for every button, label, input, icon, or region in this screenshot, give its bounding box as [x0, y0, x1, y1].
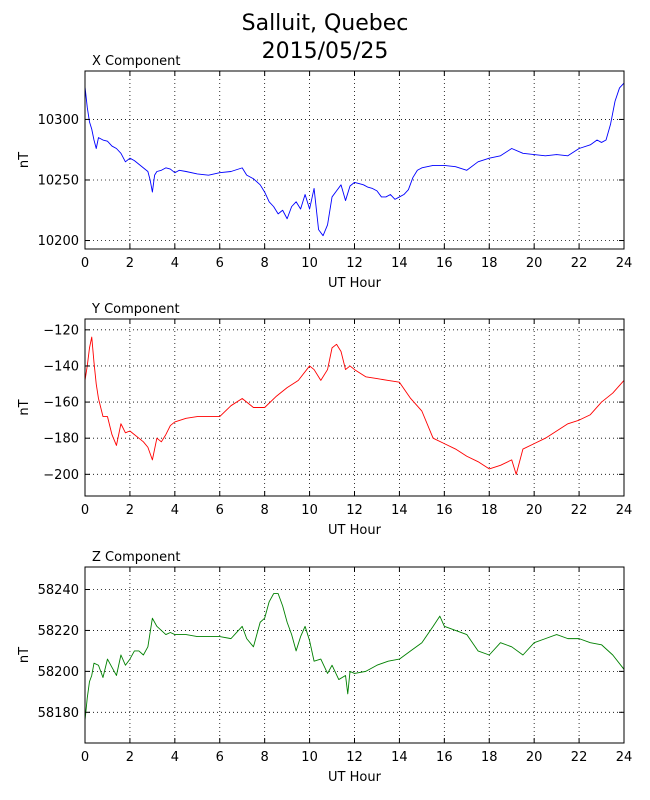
figure-title-station: Salluit, Quebec	[241, 11, 409, 36]
x-y-tick-label: 10250	[38, 173, 79, 188]
y-component-panel: 0 2 4 6 8 10 12 14 16 18 20 22 24−200−180−160−140−12…	[17, 302, 632, 538]
x-x-tick-label: 12	[346, 256, 363, 271]
y-y-tick-label: −200	[43, 468, 79, 483]
x-component-title: X Component	[92, 54, 181, 69]
z-y-tick-label: 58240	[38, 583, 79, 598]
z-x-axis-label: UT Hour	[328, 770, 382, 785]
y-x-tick-label: 8	[261, 503, 269, 518]
z-y-tick-label: 58180	[38, 706, 79, 721]
y-x-tick-label: 16	[436, 503, 453, 518]
z-y-axis-label: nT	[17, 647, 32, 663]
y-x-tick-label: 6	[216, 503, 224, 518]
x-x-tick-label: 2	[126, 256, 134, 271]
x-x-tick-label: 18	[481, 256, 498, 271]
y-x-tick-label: 2	[126, 503, 134, 518]
x-x-tick-label: 16	[436, 256, 453, 271]
z-x-tick-label: 12	[346, 750, 363, 765]
y-x-tick-label: 14	[391, 503, 408, 518]
x-x-tick-label: 4	[171, 256, 179, 271]
z-y-tick-label: 58200	[38, 665, 79, 680]
x-y-axis-label: nT	[17, 152, 32, 168]
z-x-tick-label: 24	[616, 750, 633, 765]
z-series-line	[84, 593, 625, 721]
z-x-tick-label: 22	[571, 750, 588, 765]
x-y-tick-label: 10200	[38, 234, 79, 249]
x-x-tick-label: 0	[81, 256, 89, 271]
x-x-axis-label: UT Hour	[328, 276, 382, 291]
z-component-panel: 0 2 4 6 8 10 12 14 16 18 20 22 245818058200582205824…	[17, 550, 632, 785]
y-y-tick-label: −160	[43, 396, 79, 411]
x-x-tick-label: 10	[301, 256, 318, 271]
x-x-tick-label: 22	[571, 256, 588, 271]
y-x-tick-label: 22	[571, 503, 588, 518]
figure-title: Salluit, Quebec 2015/05/25	[0, 10, 650, 66]
y-y-tick-label: −120	[43, 323, 79, 338]
y-y-tick-label: −180	[43, 432, 79, 447]
y-component-title: Y Component	[91, 302, 180, 317]
z-x-tick-label: 14	[391, 750, 408, 765]
z-x-tick-label: 10	[301, 750, 318, 765]
y-x-tick-label: 12	[346, 503, 363, 518]
x-x-tick-label: 14	[391, 256, 408, 271]
z-y-tick-label: 58220	[38, 624, 79, 639]
x-x-tick-label: 24	[616, 256, 633, 271]
x-series-line	[84, 82, 625, 237]
figure-title-date: 2015/05/25	[261, 39, 389, 64]
y-x-tick-label: 24	[616, 503, 633, 518]
z-x-tick-label: 8	[261, 750, 269, 765]
z-x-tick-label: 20	[526, 750, 543, 765]
y-y-axis-label: nT	[17, 399, 32, 415]
z-x-tick-label: 16	[436, 750, 453, 765]
z-x-tick-label: 0	[81, 750, 89, 765]
x-x-tick-label: 8	[261, 256, 269, 271]
y-x-tick-label: 4	[171, 503, 179, 518]
y-y-tick-label: −140	[43, 359, 79, 374]
y-x-tick-label: 18	[481, 503, 498, 518]
y-x-axis-label: UT Hour	[328, 523, 382, 538]
z-x-tick-label: 4	[171, 750, 179, 765]
z-x-tick-label: 18	[481, 750, 498, 765]
y-series-line	[84, 336, 625, 475]
y-x-tick-label: 20	[526, 503, 543, 518]
x-x-tick-label: 6	[216, 256, 224, 271]
y-x-tick-label: 10	[301, 503, 318, 518]
x-x-tick-label: 20	[526, 256, 543, 271]
x-y-tick-label: 10300	[38, 113, 79, 128]
y-x-tick-label: 0	[81, 503, 89, 518]
z-x-tick-label: 6	[216, 750, 224, 765]
z-component-title: Z Component	[92, 550, 181, 565]
z-x-tick-label: 2	[126, 750, 134, 765]
